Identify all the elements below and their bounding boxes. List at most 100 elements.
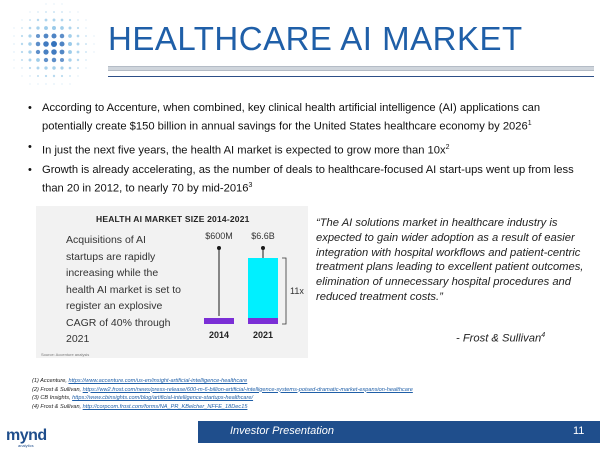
chart-description: Acquisitions of AI startups are rapidly … xyxy=(66,234,181,345)
logo-dot xyxy=(68,18,72,22)
logo-dot xyxy=(29,83,31,85)
logo-dot xyxy=(85,27,87,29)
logo-dot xyxy=(50,40,58,48)
brand-tagline: analytics xyxy=(18,443,34,448)
logo-dot xyxy=(51,33,57,39)
logo-dot xyxy=(21,19,23,21)
logo-dot xyxy=(69,83,71,85)
footnote-source: (3) CB Insights, xyxy=(32,395,73,402)
bullet-item: In just the next five years, the health … xyxy=(28,140,588,159)
footnote-source: (1) Accenture, xyxy=(32,378,69,384)
logo-dot xyxy=(85,67,87,69)
logo-dot xyxy=(76,58,80,62)
logo-dot xyxy=(85,35,87,37)
logo-dot xyxy=(43,33,49,39)
page-number: 11 xyxy=(573,425,585,437)
footer-label: Investor Presentation xyxy=(230,425,334,437)
logo-dot xyxy=(60,66,64,70)
logo-dot xyxy=(59,33,65,39)
bullet-text: In just the next five years, the health … xyxy=(42,144,446,157)
page-title: HEALTHCARE AI MARKET xyxy=(108,20,523,57)
footnote-link[interactable]: http://corpcom.frost.com/forms/NA_PR_KBe… xyxy=(82,403,248,410)
logo-dot xyxy=(37,11,39,13)
chart-plot: $600M 2014 $6.6B 2021 11x xyxy=(204,231,304,340)
logo-dot xyxy=(36,26,40,30)
logo-dot xyxy=(45,11,47,13)
footer-bar xyxy=(198,421,600,443)
logo-dot xyxy=(53,83,55,85)
logo-dot xyxy=(93,35,95,37)
logo-dot xyxy=(13,35,15,37)
logo-dot xyxy=(76,34,80,38)
category-label: 2014 xyxy=(209,330,229,340)
logo-dot xyxy=(68,26,72,30)
logo-dot xyxy=(13,43,15,45)
logo-dot xyxy=(52,66,56,70)
logo-dot xyxy=(52,18,56,22)
bullet-text: Growth is already accelerating, as the n… xyxy=(42,164,574,196)
value-label: $600M xyxy=(205,231,233,241)
logo-dot xyxy=(13,59,15,61)
logo-dot xyxy=(43,41,49,47)
value-label: $6.6B xyxy=(251,231,275,241)
bullet-text: According to Accenture, when combined, k… xyxy=(42,102,541,133)
logo-dot xyxy=(37,75,39,77)
logo-dot xyxy=(76,26,80,30)
logo-dot xyxy=(68,66,72,70)
logo-dot xyxy=(35,33,41,39)
market-size-chart: HEALTH AI MARKET SIZE 2014-2021 Acquisit… xyxy=(36,206,308,358)
logo-dot xyxy=(21,59,23,61)
logo-dot xyxy=(59,49,65,55)
logo-dot xyxy=(45,83,47,85)
logo-dot xyxy=(28,66,32,70)
logo-dot xyxy=(59,57,65,63)
logo-dot xyxy=(36,66,40,70)
footnote-link[interactable]: https://ww2.frost.com/news/press-release… xyxy=(82,386,413,393)
logo-dot xyxy=(21,27,23,29)
logo-dot xyxy=(60,26,64,30)
logo-dot xyxy=(52,74,56,78)
logo-dot xyxy=(93,51,95,53)
footnote-item: (3) CB Insights, https://www.cbinsights.… xyxy=(32,394,592,403)
logo-dot xyxy=(29,19,31,21)
footnote-item: (4) Frost & Sullivan, http://corpcom.fro… xyxy=(32,403,592,412)
logo-dot xyxy=(51,57,57,63)
chart-title: HEALTH AI MARKET SIZE 2014-2021 xyxy=(96,214,250,224)
logo-dot xyxy=(20,42,24,46)
logo-dot xyxy=(52,26,56,30)
logo-dot xyxy=(85,43,87,45)
footnote-ref: 2 xyxy=(445,143,450,151)
logo-dot xyxy=(77,67,79,69)
logo-dot xyxy=(68,58,72,62)
logo-dot xyxy=(51,49,57,55)
bullet-item: Growth is already accelerating, as the n… xyxy=(28,163,588,197)
logo-dot xyxy=(85,59,87,61)
logo-dot xyxy=(29,11,31,13)
category-label: 2021 xyxy=(253,330,273,340)
logo-dot xyxy=(69,11,71,13)
logo-dot xyxy=(60,74,64,78)
title-underline xyxy=(108,76,594,77)
growth-bracket xyxy=(282,257,287,325)
logo-dot xyxy=(36,18,40,22)
logo-dot xyxy=(43,57,49,63)
footnotes-list: (1) Accenture, https://www.accenture.com… xyxy=(32,377,592,411)
logo-dot xyxy=(76,42,80,46)
logo-dot xyxy=(28,50,32,54)
title-divider xyxy=(108,66,594,71)
logo-dot xyxy=(68,34,72,38)
logo-dot xyxy=(53,3,55,5)
logo-dot xyxy=(44,66,48,70)
bar-base-2014 xyxy=(204,318,234,324)
bar-2021 xyxy=(248,258,278,318)
footnote-link[interactable]: https://www.accenture.com/us-en/insight-… xyxy=(68,378,248,384)
logo-dot xyxy=(77,11,79,13)
footnote-item: (1) Accenture, https://www.accenture.com… xyxy=(32,377,592,386)
logo-dot xyxy=(13,67,15,69)
logo-dot xyxy=(28,58,32,62)
bar-base-2021 xyxy=(248,318,278,324)
footnote-link[interactable]: https://www.cbinsights.com/blog/artifici… xyxy=(72,395,254,402)
value-marker xyxy=(217,246,221,250)
logo-dot xyxy=(61,83,63,85)
footnote-source: (2) Frost & Sullivan, xyxy=(32,386,83,393)
